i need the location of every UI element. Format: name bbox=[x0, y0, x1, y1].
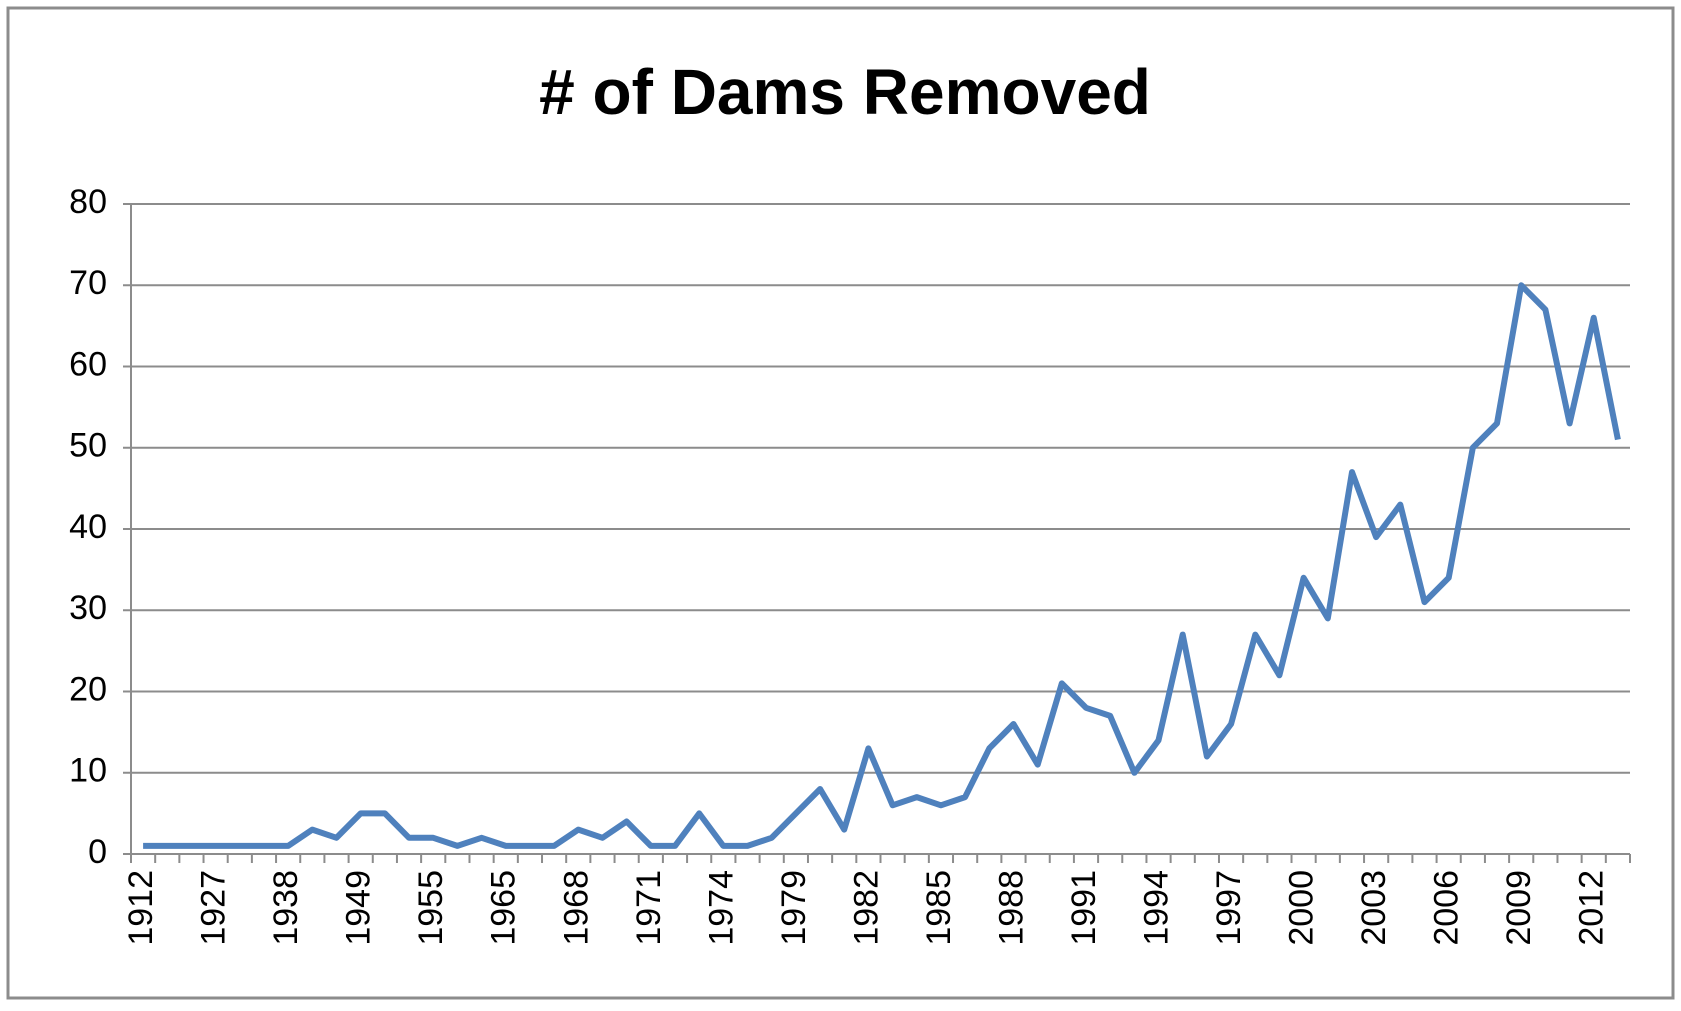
y-tick-label: 30 bbox=[69, 589, 107, 627]
x-tick-label: 1979 bbox=[775, 870, 813, 946]
x-tick-label: 1949 bbox=[340, 870, 378, 946]
chart-title: # of Dams Removed bbox=[539, 56, 1151, 128]
chart-border bbox=[6, 6, 1675, 1000]
x-tick-label: 1938 bbox=[267, 870, 305, 946]
y-tick-label: 20 bbox=[69, 670, 107, 708]
x-tick-label: 1997 bbox=[1210, 870, 1248, 946]
x-tick-label: 1912 bbox=[122, 870, 160, 946]
x-tick-label: 2012 bbox=[1573, 870, 1611, 946]
y-tick-label: 60 bbox=[69, 345, 107, 383]
x-tick-label: 1968 bbox=[557, 870, 595, 946]
x-tick-label: 1994 bbox=[1138, 870, 1176, 946]
y-tick-label: 80 bbox=[69, 183, 107, 221]
x-tick-label: 1982 bbox=[847, 870, 885, 946]
x-tick-label: 1927 bbox=[195, 870, 233, 946]
x-tick-label: 1974 bbox=[702, 870, 740, 946]
y-tick-label: 50 bbox=[69, 427, 107, 465]
y-tick-label: 0 bbox=[88, 833, 107, 871]
y-tick-label: 40 bbox=[69, 508, 107, 546]
data-line bbox=[143, 282, 1621, 849]
x-tick-label: 2009 bbox=[1500, 870, 1538, 946]
x-tick-label: 1965 bbox=[485, 870, 523, 946]
x-tick-label: 2000 bbox=[1283, 870, 1321, 946]
x-tick-label: 1991 bbox=[1065, 870, 1103, 946]
x-tick-label: 1971 bbox=[630, 870, 668, 946]
x-tick-label: 1985 bbox=[920, 870, 958, 946]
x-tick-label: 2006 bbox=[1428, 870, 1466, 946]
x-tick-label: 1988 bbox=[992, 870, 1030, 946]
y-tick-label: 10 bbox=[69, 752, 107, 790]
x-tick-label: 1955 bbox=[412, 870, 450, 946]
x-tick-label: 2003 bbox=[1355, 870, 1393, 946]
y-tick-label: 70 bbox=[69, 264, 107, 302]
